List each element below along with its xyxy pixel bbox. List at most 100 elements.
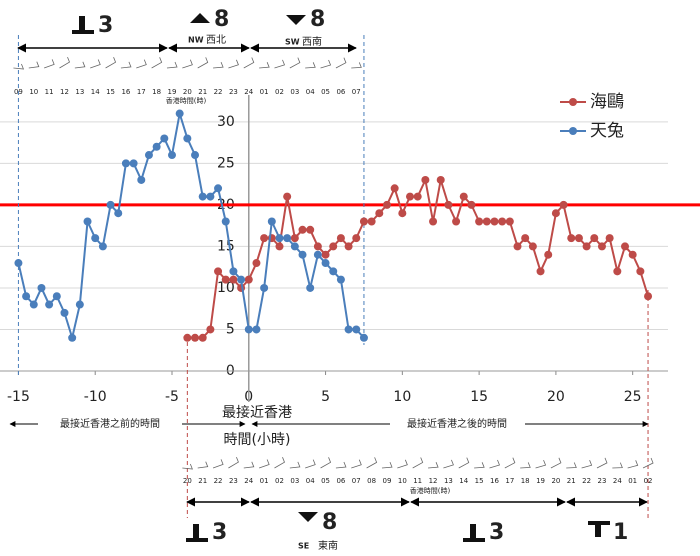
point: [114, 209, 123, 218]
point: [52, 292, 61, 301]
wind-barb: [258, 459, 270, 469]
hour-label: 02: [275, 477, 284, 485]
signal-direction: SW: [285, 38, 300, 47]
x-axis-title: 時間(小時): [224, 432, 291, 448]
wind-barb: [197, 461, 209, 469]
point: [429, 217, 438, 226]
point: [459, 192, 468, 201]
hour-label: 22: [582, 477, 591, 485]
period-arrows: [17, 43, 648, 507]
hour-label: 11: [45, 88, 54, 96]
point: [29, 300, 38, 309]
wind-barb: [412, 457, 424, 469]
point: [390, 184, 399, 193]
wind-barb: [120, 61, 132, 69]
hour-label: 22: [214, 88, 223, 96]
point: [336, 234, 345, 243]
point: [436, 175, 445, 184]
signal-number: 8: [322, 510, 337, 535]
wind-barb: [28, 61, 40, 69]
hour-label: 23: [229, 88, 238, 96]
x-tick-label: -10: [84, 389, 107, 405]
wind-barb: [642, 457, 654, 469]
hour-label: 06: [336, 88, 345, 96]
hour-label: 13: [444, 477, 453, 485]
point: [498, 217, 507, 226]
point: [160, 134, 169, 143]
wind-barb: [566, 462, 577, 469]
y-tick-label: 10: [217, 280, 235, 296]
point: [513, 242, 522, 251]
wind-barb: [335, 57, 347, 69]
wind-barb: [197, 57, 209, 69]
point: [582, 242, 591, 251]
point: [567, 234, 576, 243]
point: [336, 275, 345, 284]
wind-barb: [44, 59, 55, 69]
signal-direction: SE: [298, 542, 309, 551]
x-axis-title: 最接近香港: [222, 404, 292, 421]
point: [644, 292, 653, 301]
point: [98, 242, 107, 251]
point: [275, 234, 284, 243]
hour-label: 10: [29, 88, 38, 96]
point: [413, 192, 422, 201]
signal-number: 1: [613, 520, 628, 545]
point: [183, 134, 192, 143]
point: [621, 242, 630, 251]
legend-label: 天兔: [590, 121, 624, 141]
hour-label: 24: [244, 88, 253, 96]
hour-label: 02: [275, 88, 284, 96]
signal-direction: 西北: [206, 34, 226, 46]
point: [206, 192, 215, 201]
y-tick-label: 30: [217, 114, 235, 130]
hour-label: 22: [214, 477, 223, 485]
wind-barb: [305, 62, 316, 69]
point: [559, 200, 568, 209]
wind-barb: [366, 457, 378, 469]
wind-barb: [212, 459, 224, 469]
hour-label: 18: [152, 88, 161, 96]
hour-label: 10: [398, 477, 407, 485]
wind-barb: [458, 457, 470, 469]
hour-label: 01: [628, 477, 637, 485]
point: [406, 192, 415, 201]
point: [505, 217, 514, 226]
point: [260, 234, 269, 243]
point: [298, 225, 307, 234]
signal-number: 3: [212, 520, 227, 545]
point: [283, 234, 292, 243]
hour-label: 12: [429, 477, 438, 485]
point: [313, 242, 322, 251]
signal-number: 3: [98, 13, 113, 38]
wind-barb: [627, 460, 639, 469]
point: [352, 234, 361, 243]
x-tick-label: 5: [321, 389, 330, 405]
point: [490, 217, 499, 226]
point: [244, 325, 253, 334]
point: [359, 333, 368, 342]
point: [229, 267, 238, 276]
hour-label: 20: [183, 88, 192, 96]
hour-label: 09: [14, 88, 23, 96]
wind-barb: [289, 461, 301, 469]
x-tick-label: 15: [470, 389, 488, 405]
point: [290, 242, 299, 251]
legend-marker: [569, 98, 577, 106]
point: [375, 209, 384, 218]
point: [444, 200, 453, 209]
wind-barb: [59, 56, 70, 69]
wind-barb: [351, 62, 362, 69]
hour-label: 17: [505, 477, 514, 485]
wind-barb: [274, 59, 286, 69]
hour-label: 08: [367, 477, 376, 485]
point: [352, 325, 361, 334]
y-tick-label: 15: [217, 238, 235, 254]
hour-label: 23: [229, 477, 238, 485]
signal-number: 3: [489, 520, 504, 545]
wind-barb: [381, 461, 393, 469]
point: [252, 259, 261, 268]
point: [344, 242, 353, 251]
point: [636, 267, 645, 276]
legend-label: 海鷗: [590, 92, 624, 112]
